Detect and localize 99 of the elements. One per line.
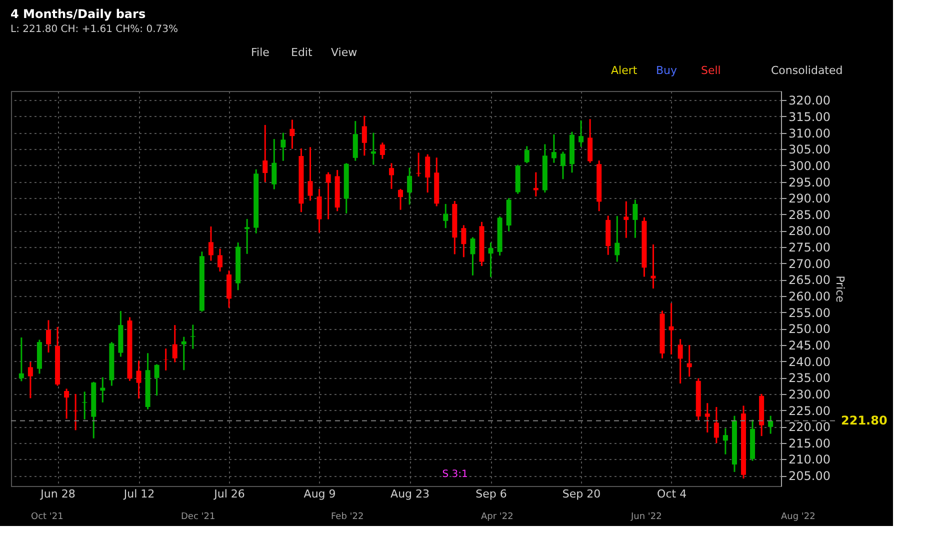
text: Dec '21 [181,512,216,522]
x-tick-label: Aug 23 [390,488,430,500]
candlestick [686,344,692,378]
candlestick [290,118,295,150]
candlestick [46,319,51,354]
candlestick [551,134,556,164]
y-tick-label: 230.00 [788,387,830,402]
chart-title: 4 Months/Daily bars [10,7,146,21]
x-tick-label: Jun 28 [40,488,76,500]
y-tick-label: 265.00 [788,273,830,288]
y-tick-label: 300.00 [788,158,830,173]
y-tick-label: 310.00 [788,126,830,140]
candlestick [272,138,277,190]
y-tick-label: 240.00 [788,354,830,369]
candlestick [136,360,142,400]
candlestick [280,132,286,162]
candlestick [488,242,494,278]
candlestick [308,146,313,202]
text: Edit [291,46,313,59]
candlestick [443,203,448,229]
y-axis-title: Price [833,276,846,303]
candlestick [208,226,214,262]
text: Aug '22 [781,512,816,522]
candlestick [326,172,331,220]
candlestick [380,142,385,160]
x-tick-label: Sep 6 [476,488,507,500]
x-tick-label: Oct 4 [657,488,687,500]
candlestick [190,324,196,350]
y-tick-label: 315.00 [788,110,830,124]
candlestick [632,198,638,239]
candlestick [163,348,168,372]
y-tick-label: 225.00 [788,404,830,418]
text: Feb '22 [331,512,364,522]
candlestick [154,363,160,396]
candlestick [262,124,268,183]
y-tick-label: 280.00 [788,224,830,238]
ref-line-label: 221.80 [841,414,888,428]
chart-subtitle: L: 221.80 CH: +1.61 CH%: 0.73% [10,24,178,35]
text: View [331,46,358,59]
candlestick [82,390,88,420]
y-tick-label: 245.00 [788,338,830,352]
candlestick [100,376,106,404]
candlestick [181,336,186,371]
candlestick [624,200,629,239]
y-tick-label: 275.00 [788,240,830,255]
candlestick [425,154,430,194]
candlestick [244,218,250,255]
candlestick [398,188,404,211]
y-tick-label: 235.00 [788,371,830,386]
text: Consolidated [771,64,843,77]
y-tick-label: 320.00 [788,94,830,108]
text: Alert [611,64,638,77]
y-tick-label: 285.00 [788,208,830,222]
y-tick-label: 295.00 [788,175,830,190]
y-tick-label: 255.00 [788,306,830,320]
y-tick-label: 250.00 [788,322,830,336]
candlestick [470,236,476,276]
candlestick [407,166,412,206]
candlestick [704,402,710,434]
candlestick [578,120,584,148]
y-tick-label: 215.00 [788,436,830,450]
text: Sell [701,64,721,77]
y-tick-label: 260.00 [788,290,830,304]
annotation: S 3:1 [442,469,468,480]
candlestick [722,427,728,456]
candlestick [714,406,719,444]
candlestick [524,145,530,164]
y-tick-label: 270.00 [788,256,830,271]
y-tick-label: 210.00 [788,452,830,467]
candlestick [352,120,358,162]
x-tick-label: Sep 20 [562,488,601,500]
candlestick [678,338,683,384]
text: File [251,46,270,59]
y-tick-label: 220.00 [788,420,830,434]
candlestick [18,336,24,382]
candlestick [560,150,566,180]
candlestick [64,388,70,420]
text: Apr '22 [481,512,514,522]
x-tick-label: Jul 26 [213,488,245,500]
y-tick-label: 305.00 [788,142,830,157]
candlestick [768,415,774,435]
candlestick [172,324,178,364]
text: Buy [656,64,678,77]
candlestick [614,215,620,262]
candlestick [28,361,33,399]
candlestick [316,188,322,234]
candlestick [362,115,367,156]
candlestick [388,162,394,190]
candlestick [461,224,466,258]
text: Oct '21 [31,512,64,522]
candlestick [588,118,593,164]
candlestick [650,244,656,290]
x-tick-label: Jul 12 [122,488,155,500]
candlestick [668,302,674,356]
x-tick-label: Aug 9 [304,488,336,500]
text: Jun '22 [630,512,662,522]
y-tick-label: 290.00 [788,192,830,206]
y-tick-label: 205.00 [788,469,830,484]
candlestick [217,248,222,272]
